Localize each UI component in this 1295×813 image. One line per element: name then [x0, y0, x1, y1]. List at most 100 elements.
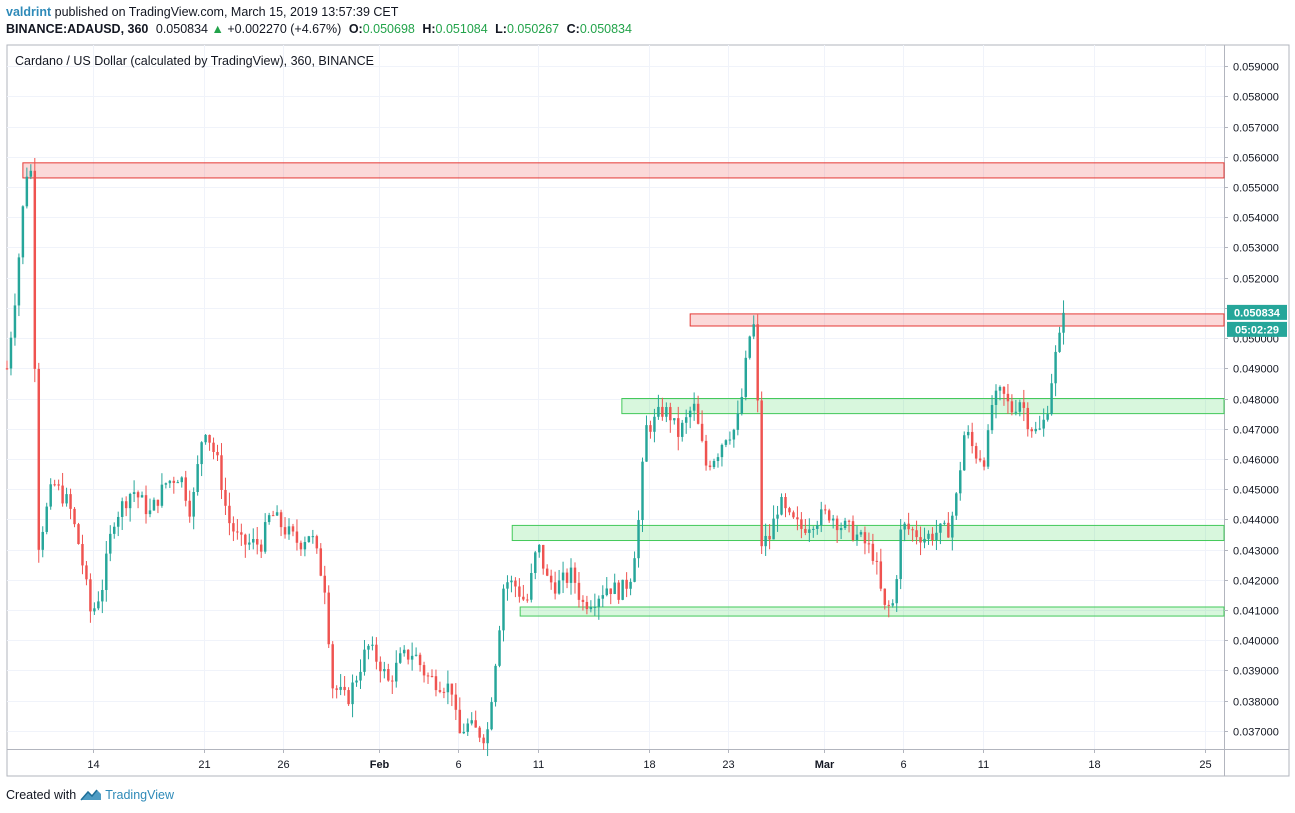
- candle[interactable]: [53, 479, 56, 487]
- candle[interactable]: [609, 588, 612, 605]
- candle[interactable]: [1050, 373, 1053, 416]
- candle[interactable]: [311, 529, 315, 544]
- candle[interactable]: [494, 663, 497, 707]
- candle[interactable]: [581, 595, 585, 611]
- candle[interactable]: [970, 422, 974, 454]
- candle[interactable]: [1054, 345, 1057, 397]
- candle[interactable]: [9, 331, 13, 376]
- candle[interactable]: [919, 526, 922, 556]
- candle[interactable]: [601, 585, 605, 608]
- candle[interactable]: [414, 647, 418, 657]
- candle[interactable]: [966, 425, 970, 439]
- candle[interactable]: [347, 687, 350, 706]
- candle[interactable]: [395, 650, 398, 688]
- candle[interactable]: [669, 402, 672, 433]
- candle[interactable]: [827, 508, 831, 523]
- candle[interactable]: [351, 674, 354, 718]
- candle[interactable]: [363, 640, 366, 676]
- candle[interactable]: [128, 492, 132, 522]
- candle[interactable]: [220, 443, 223, 499]
- candle[interactable]: [708, 460, 712, 471]
- candle[interactable]: [839, 522, 843, 540]
- candle[interactable]: [478, 725, 481, 743]
- candle[interactable]: [97, 591, 100, 611]
- candle[interactable]: [800, 512, 803, 539]
- price-axis[interactable]: 0.059000 0.058000 0.057000 0.056000 0.055000…: [1224, 62, 1279, 739]
- candle[interactable]: [752, 315, 755, 340]
- candle[interactable]: [375, 637, 378, 670]
- candle[interactable]: [879, 548, 883, 592]
- candle[interactable]: [85, 561, 88, 586]
- candle[interactable]: [486, 722, 489, 757]
- candle[interactable]: [931, 527, 934, 546]
- candle[interactable]: [820, 501, 823, 533]
- candle[interactable]: [597, 595, 601, 620]
- candle[interactable]: [224, 477, 227, 516]
- candle[interactable]: [37, 362, 41, 563]
- candle[interactable]: [982, 457, 986, 471]
- candle[interactable]: [61, 472, 64, 507]
- candle[interactable]: [875, 552, 879, 575]
- candle[interactable]: [1026, 402, 1030, 437]
- candle[interactable]: [804, 518, 807, 536]
- candle[interactable]: [625, 572, 628, 598]
- candle[interactable]: [1006, 384, 1010, 414]
- candle[interactable]: [73, 507, 76, 528]
- candle[interactable]: [283, 517, 287, 539]
- author-link[interactable]: valdrint: [6, 5, 52, 19]
- candle[interactable]: [391, 675, 394, 695]
- candle[interactable]: [923, 527, 926, 549]
- candle[interactable]: [124, 496, 128, 517]
- candle[interactable]: [883, 588, 887, 610]
- candle[interactable]: [148, 498, 152, 518]
- candle[interactable]: [1042, 408, 1045, 437]
- candle[interactable]: [808, 518, 811, 543]
- candle[interactable]: [466, 718, 469, 736]
- candle[interactable]: [887, 600, 891, 618]
- candle[interactable]: [569, 558, 573, 595]
- candle[interactable]: [895, 575, 898, 612]
- candle[interactable]: [271, 510, 275, 517]
- candle[interactable]: [633, 551, 636, 583]
- candle[interactable]: [859, 529, 863, 538]
- candle[interactable]: [1034, 421, 1037, 434]
- candle[interactable]: [637, 510, 640, 568]
- candle[interactable]: [438, 681, 442, 694]
- candle[interactable]: [89, 573, 92, 623]
- candle[interactable]: [955, 492, 958, 521]
- candle[interactable]: [200, 441, 203, 477]
- candle[interactable]: [649, 420, 652, 439]
- candle[interactable]: [212, 437, 215, 460]
- candle[interactable]: [45, 502, 48, 535]
- candle[interactable]: [748, 335, 751, 360]
- candle[interactable]: [728, 431, 732, 445]
- candle[interactable]: [256, 526, 259, 555]
- candle[interactable]: [406, 649, 410, 665]
- candle[interactable]: [939, 523, 942, 545]
- candle[interactable]: [613, 573, 616, 595]
- candle[interactable]: [387, 663, 390, 682]
- candle[interactable]: [367, 644, 370, 660]
- candle[interactable]: [792, 510, 795, 519]
- candle[interactable]: [812, 526, 815, 538]
- candle[interactable]: [978, 450, 982, 463]
- candle[interactable]: [144, 485, 148, 524]
- candle[interactable]: [514, 577, 517, 598]
- candle[interactable]: [33, 158, 37, 383]
- candle[interactable]: [998, 385, 1002, 401]
- candle[interactable]: [418, 652, 422, 672]
- candle[interactable]: [784, 493, 787, 518]
- candle[interactable]: [402, 645, 406, 657]
- candle[interactable]: [605, 577, 608, 597]
- candle[interactable]: [208, 434, 211, 451]
- candle[interactable]: [855, 525, 859, 546]
- candle[interactable]: [549, 569, 553, 590]
- candle[interactable]: [228, 492, 231, 536]
- candle[interactable]: [756, 314, 759, 413]
- candle[interactable]: [843, 517, 847, 530]
- candle[interactable]: [764, 523, 767, 556]
- candle[interactable]: [986, 424, 990, 470]
- candle[interactable]: [57, 479, 60, 491]
- candle[interactable]: [160, 473, 164, 508]
- candle[interactable]: [518, 578, 521, 603]
